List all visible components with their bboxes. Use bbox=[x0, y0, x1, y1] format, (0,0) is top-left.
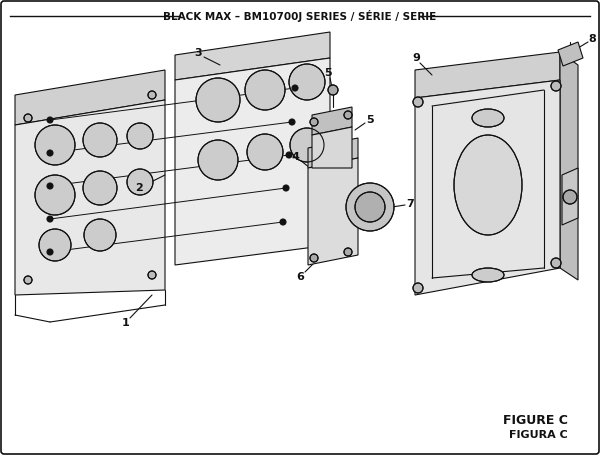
Text: BLACK MAX – BM10700J SERIES / SÉRIE / SERIE: BLACK MAX – BM10700J SERIES / SÉRIE / SE… bbox=[163, 10, 437, 22]
Circle shape bbox=[35, 125, 75, 165]
Circle shape bbox=[286, 152, 292, 158]
Circle shape bbox=[127, 123, 153, 149]
Text: 6: 6 bbox=[296, 272, 304, 282]
Circle shape bbox=[563, 190, 577, 204]
Circle shape bbox=[24, 276, 32, 284]
Circle shape bbox=[289, 119, 295, 125]
Circle shape bbox=[198, 140, 238, 180]
Circle shape bbox=[83, 171, 117, 205]
Circle shape bbox=[310, 254, 318, 262]
Polygon shape bbox=[560, 52, 578, 280]
Polygon shape bbox=[15, 70, 165, 125]
Circle shape bbox=[83, 123, 117, 157]
Polygon shape bbox=[415, 52, 560, 98]
Circle shape bbox=[283, 185, 289, 191]
Ellipse shape bbox=[454, 135, 522, 235]
Polygon shape bbox=[415, 80, 560, 295]
Polygon shape bbox=[312, 127, 352, 168]
Circle shape bbox=[47, 183, 53, 189]
Polygon shape bbox=[175, 58, 330, 265]
Text: 9: 9 bbox=[412, 53, 420, 63]
Circle shape bbox=[344, 248, 352, 256]
Circle shape bbox=[346, 183, 394, 231]
Circle shape bbox=[47, 150, 53, 156]
Polygon shape bbox=[15, 100, 165, 295]
Circle shape bbox=[47, 117, 53, 123]
Text: 8: 8 bbox=[588, 34, 596, 44]
Text: 7: 7 bbox=[406, 199, 414, 209]
Circle shape bbox=[24, 114, 32, 122]
Text: 4: 4 bbox=[291, 152, 299, 162]
Circle shape bbox=[551, 258, 561, 268]
Circle shape bbox=[245, 70, 285, 110]
Circle shape bbox=[247, 134, 283, 170]
Circle shape bbox=[551, 81, 561, 91]
Circle shape bbox=[355, 192, 385, 222]
Circle shape bbox=[35, 175, 75, 215]
Text: 1: 1 bbox=[122, 318, 130, 328]
Circle shape bbox=[413, 283, 423, 293]
Ellipse shape bbox=[472, 268, 504, 282]
Circle shape bbox=[344, 111, 352, 119]
Circle shape bbox=[280, 219, 286, 225]
Circle shape bbox=[148, 271, 156, 279]
Circle shape bbox=[289, 64, 325, 100]
Polygon shape bbox=[175, 32, 330, 80]
Polygon shape bbox=[562, 168, 578, 225]
Text: 5: 5 bbox=[366, 115, 374, 125]
Polygon shape bbox=[308, 138, 358, 168]
Circle shape bbox=[84, 219, 116, 251]
Ellipse shape bbox=[472, 109, 504, 127]
Circle shape bbox=[328, 85, 338, 95]
Text: 5: 5 bbox=[324, 68, 332, 78]
Polygon shape bbox=[558, 42, 583, 66]
Circle shape bbox=[196, 78, 240, 122]
Circle shape bbox=[148, 91, 156, 99]
Circle shape bbox=[127, 169, 153, 195]
Circle shape bbox=[290, 128, 324, 162]
Text: 2: 2 bbox=[135, 183, 143, 193]
Circle shape bbox=[47, 249, 53, 255]
Polygon shape bbox=[312, 107, 352, 135]
Circle shape bbox=[39, 229, 71, 261]
Circle shape bbox=[310, 118, 318, 126]
Text: FIGURA C: FIGURA C bbox=[509, 430, 568, 440]
Circle shape bbox=[47, 216, 53, 222]
Text: 3: 3 bbox=[194, 48, 202, 58]
Circle shape bbox=[413, 97, 423, 107]
Polygon shape bbox=[308, 158, 358, 265]
Circle shape bbox=[292, 85, 298, 91]
Text: FIGURE C: FIGURE C bbox=[503, 414, 568, 426]
